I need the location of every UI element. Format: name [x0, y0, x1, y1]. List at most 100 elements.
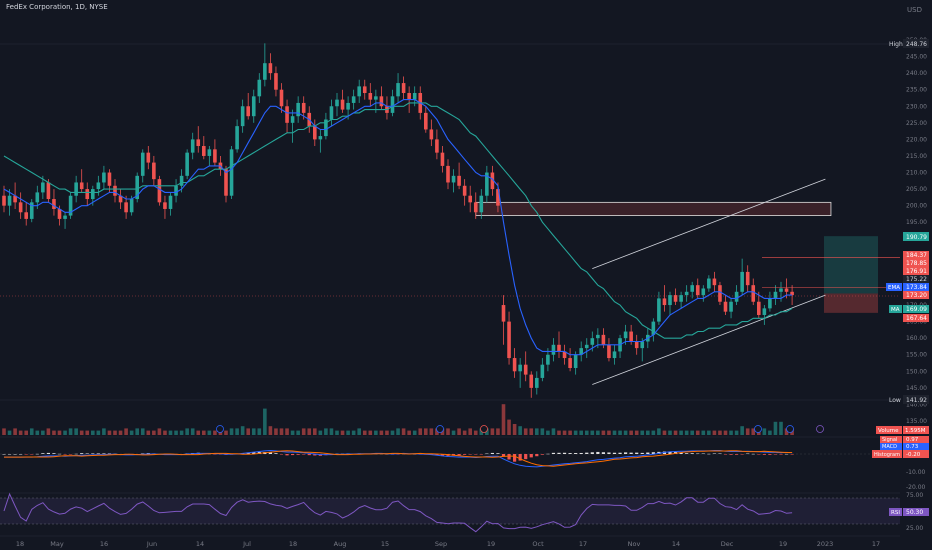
event-marker [754, 425, 762, 433]
volume-bar [13, 428, 17, 435]
macd-pane [0, 436, 900, 468]
candle-body [52, 199, 56, 209]
macd-histogram-bar [63, 454, 67, 455]
candle-body [129, 199, 134, 213]
candle-body [762, 308, 767, 315]
candle-body [579, 348, 583, 355]
target-badge: 190.79 [903, 232, 929, 241]
volume-bar [85, 430, 90, 435]
volume-bar [740, 426, 744, 435]
candle-body [673, 295, 678, 302]
macd-histogram-bar [524, 454, 528, 460]
candle-body [607, 344, 611, 359]
candle-body [662, 298, 667, 306]
volume-bar [29, 428, 34, 435]
candle-body [179, 175, 184, 186]
macd-histogram-bar [85, 453, 89, 454]
high-badge: High 248.76 [889, 39, 929, 48]
volume-bar [435, 428, 439, 435]
candle-body [163, 202, 167, 209]
macd-signal-label: Signal [882, 437, 897, 443]
candle-body [118, 195, 123, 203]
event-marker [436, 425, 444, 433]
volume-bar [429, 428, 434, 435]
candle-body [63, 215, 67, 219]
currency-label: USD [907, 6, 922, 14]
volume-bar [346, 430, 350, 435]
macd-histogram-bar [268, 452, 272, 454]
macd-histogram-bar [779, 454, 783, 455]
macd-histogram-bar [773, 454, 778, 455]
time-axis[interactable]: 18 May 16 Jun 14 Jul 18 Aug 15 Sep 19 Oct 17 Nov 14 Dec… [16, 540, 880, 548]
volume-bar [324, 428, 328, 435]
time-tick: Jun [146, 540, 157, 548]
volume-bar [263, 408, 267, 435]
time-tick: Jul [242, 540, 251, 548]
zone-box [475, 201, 832, 216]
time-tick: 14 [196, 540, 204, 548]
macd-histogram-bar [574, 453, 578, 454]
volume-bar [607, 430, 611, 435]
event-marker-circle [436, 425, 444, 433]
macd-histogram-bar [91, 453, 95, 454]
candle-body [202, 146, 206, 156]
macd-histogram-bar [496, 453, 500, 454]
low-value: 141.92 [906, 397, 927, 404]
volume-bar [401, 428, 406, 435]
candle-body [213, 149, 217, 163]
event-markers[interactable] [216, 425, 824, 433]
macd-histogram-bar [457, 454, 461, 456]
volume-bar [202, 430, 206, 435]
candle-body [535, 377, 539, 388]
volume-bar [379, 430, 384, 435]
macd-histogram-bar [535, 454, 539, 457]
volume-bar [329, 428, 334, 435]
volume-bar [52, 430, 56, 435]
candle-body [74, 182, 78, 196]
candle-body [557, 344, 561, 352]
macd-histogram-bar [57, 453, 62, 455]
candle-body [551, 344, 556, 355]
volume-bar [557, 430, 561, 435]
candle-body [251, 96, 256, 117]
time-tick: 18 [16, 540, 24, 548]
macd-histogram-bar [679, 452, 683, 454]
volume-bar [695, 430, 700, 435]
price-tick: 230.00 [906, 103, 927, 110]
macd-histogram-bar [52, 453, 56, 454]
rsi-band [0, 498, 900, 524]
volume-bar [385, 430, 389, 435]
rsi-tick-75: 75.00 [906, 492, 923, 499]
macd-histogram-bar [557, 452, 561, 454]
candle-body [657, 298, 661, 322]
volume-bar [96, 430, 101, 435]
macd-histogram-bar [107, 453, 112, 454]
candle-body [740, 271, 744, 292]
parallel-channel[interactable] [592, 178, 826, 385]
volume-bar [374, 430, 378, 435]
candle-body [102, 172, 106, 183]
price-tick: 135.00 [906, 418, 927, 425]
rsi-tick-25: 25.00 [906, 525, 923, 532]
macd-histogram-bar [707, 453, 711, 455]
channel-lower-line [592, 294, 826, 385]
volume-bar [490, 428, 495, 435]
macd-histogram-bar [701, 453, 705, 455]
candle-body [424, 112, 428, 130]
volume-bar [46, 428, 51, 435]
volume-bar [712, 430, 717, 435]
volume-bar [390, 430, 395, 435]
risk-reward-tool[interactable] [824, 236, 878, 313]
price-badge-4-value: 175.22 [906, 276, 927, 283]
candle-body [512, 358, 517, 372]
candle-body [157, 179, 162, 203]
macd-histogram-bar [468, 454, 472, 455]
macd-histogram-bar [246, 452, 250, 454]
volume-bar [240, 426, 245, 435]
candle-body [318, 136, 323, 140]
candle-body [68, 195, 73, 216]
volume-bar [451, 430, 456, 435]
price-tick: 205.00 [906, 186, 927, 193]
